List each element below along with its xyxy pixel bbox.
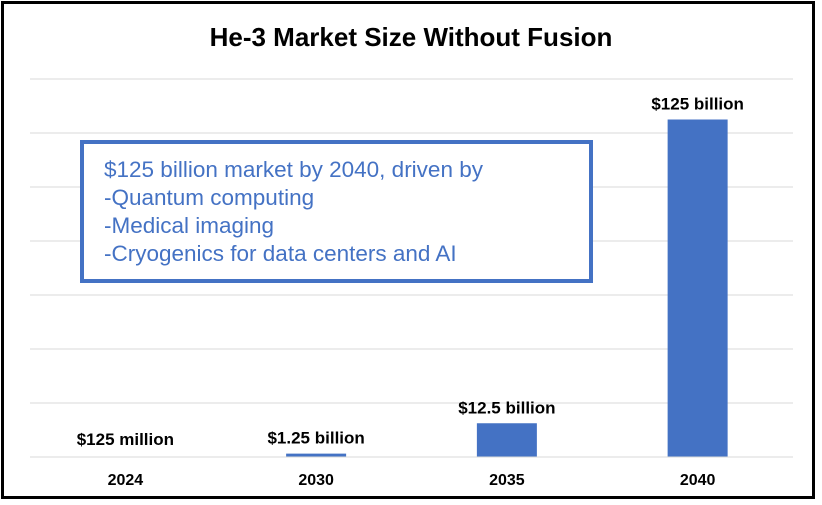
chart-title: He-3 Market Size Without Fusion — [209, 22, 613, 52]
annotation-line: -Cryogenics for data centers and AI — [104, 241, 457, 266]
annotation-box: $125 billion market by 2040, driven by -… — [80, 140, 593, 283]
annotation-line: $125 billion market by 2040, driven by — [104, 157, 483, 182]
data-label: $12.5 billion — [458, 398, 555, 417]
bar — [286, 453, 347, 457]
annotation-line: -Quantum computing — [104, 185, 315, 210]
x-tick-label: 2024 — [108, 472, 144, 489]
x-tick-label: 2040 — [680, 472, 716, 489]
data-label: $125 million — [77, 430, 174, 449]
data-label: $125 billion — [651, 95, 744, 114]
x-tick-label: 2030 — [298, 472, 334, 489]
annotation-line: -Medical imaging — [104, 213, 275, 238]
bar — [667, 119, 728, 457]
bar — [476, 423, 537, 457]
x-tick-label: 2035 — [489, 472, 525, 489]
data-label: $1.25 billion — [267, 429, 364, 448]
